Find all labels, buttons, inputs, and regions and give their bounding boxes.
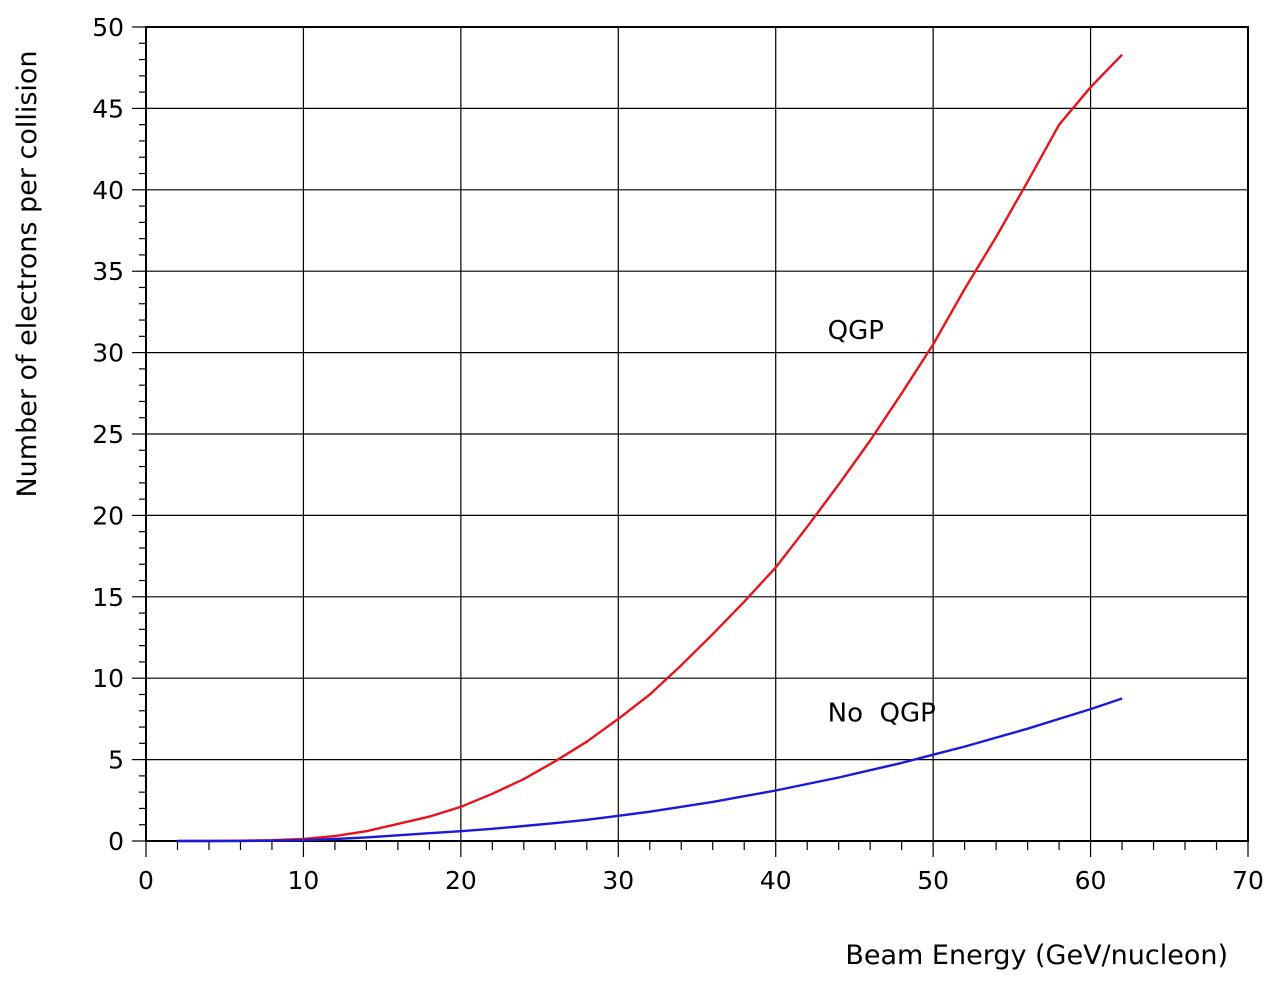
y-tick-label: 10 — [92, 664, 124, 693]
y-tick-label: 50 — [92, 13, 124, 42]
y-tick-label: 0 — [108, 827, 124, 856]
y-axis-tick-labels: 0 5 10 15 20 25 30 35 40 45 50 — [92, 13, 124, 856]
annotation-label: No QGP — [828, 698, 936, 728]
annotation-label: QGP — [828, 316, 884, 346]
x-tick-label: 30 — [602, 866, 634, 895]
y-tick-label: 30 — [92, 339, 124, 368]
x-tick-label: 0 — [138, 866, 154, 895]
x-tick-label: 40 — [760, 866, 792, 895]
y-tick-label: 40 — [92, 176, 124, 205]
x-tick-label: 70 — [1232, 866, 1264, 895]
y-tick-label: 35 — [92, 257, 124, 286]
y-tick-label: 15 — [92, 583, 124, 612]
series-line-qgp — [177, 53, 1123, 843]
grid — [146, 27, 1248, 841]
y-axis-title: Number of electrons per collision — [12, 50, 43, 497]
y-tick-label: 5 — [108, 746, 124, 775]
minor-ticks — [132, 26, 1249, 857]
series-layer — [177, 53, 1123, 843]
x-axis-title: Beam Energy (GeV/nucleon) — [845, 940, 1228, 971]
x-axis-tick-labels: 0 10 20 30 40 50 60 70 — [138, 866, 1264, 895]
y-tick-label: 45 — [92, 94, 124, 123]
x-tick-label: 60 — [1075, 866, 1107, 895]
x-tick-label: 20 — [445, 866, 477, 895]
y-tick-label: 20 — [92, 501, 124, 530]
x-tick-label: 10 — [288, 866, 320, 895]
series-line-no-qgp — [177, 697, 1123, 843]
y-tick-label: 25 — [92, 420, 124, 449]
annotations: QGP No QGP — [828, 316, 936, 729]
x-tick-label: 50 — [917, 866, 949, 895]
